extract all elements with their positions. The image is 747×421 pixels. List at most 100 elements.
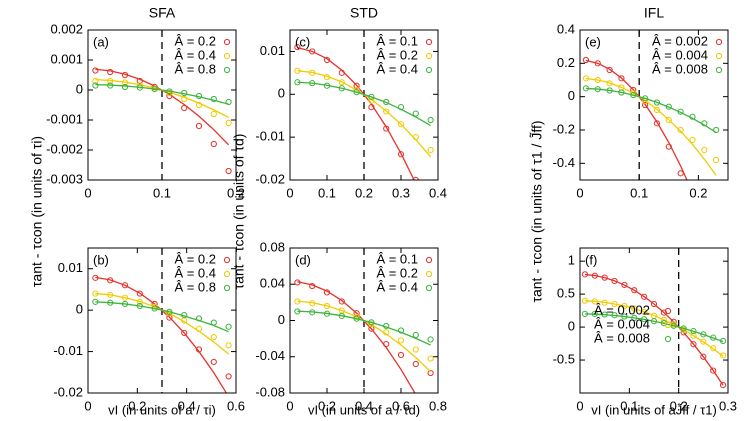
data-point (665, 143, 672, 150)
data-point (690, 332, 697, 339)
data-point (701, 120, 708, 127)
data-point (309, 48, 316, 55)
legend-marker (425, 66, 433, 74)
plot-area (294, 30, 434, 180)
data-point (107, 82, 114, 89)
data-point (338, 85, 345, 92)
data-point (195, 101, 203, 109)
data-point (594, 86, 601, 93)
legend-marker (715, 38, 723, 46)
plot-frame (289, 29, 439, 181)
x-tick-label: 0 (84, 398, 91, 413)
y-axis-label: τant - τcon (in units of τi) (29, 136, 45, 287)
x-tick-label: 0.1 (630, 185, 648, 200)
data-point (660, 309, 667, 316)
data-point (92, 290, 99, 297)
data-point (427, 146, 434, 154)
data-point (427, 355, 434, 362)
data-point (582, 85, 590, 92)
panel-label: (d) (295, 252, 311, 267)
data-point (412, 346, 419, 353)
legend-label: Â = 0.002 (652, 33, 708, 48)
panel-label: (b) (93, 252, 109, 267)
plot-area (294, 248, 434, 393)
data-point (621, 281, 628, 289)
data-point (195, 92, 203, 100)
x-tick-label: 0.6 (227, 398, 245, 413)
data-point (631, 305, 638, 312)
legend-label: Â = 0.4 (174, 47, 216, 62)
data-point (92, 82, 99, 89)
data-point (368, 104, 375, 111)
y-tick-label: 0.08 (260, 239, 285, 254)
data-point (107, 277, 114, 284)
x-tick-label: 0.2 (670, 398, 688, 413)
x-tick-label: 0.4 (178, 398, 196, 413)
y-tick-label: -0.02 (255, 171, 285, 186)
data-point (582, 75, 590, 82)
legend-marker (425, 256, 433, 264)
plot-frame (87, 247, 237, 394)
data-point (650, 300, 658, 308)
data-point (353, 315, 360, 322)
legend-label: Â = 0.1 (376, 33, 418, 48)
panel-label: (c) (295, 34, 310, 49)
data-point (181, 312, 188, 319)
data-point (181, 329, 188, 337)
data-point (412, 331, 419, 339)
legend-marker (425, 284, 433, 292)
legend-marker (223, 270, 231, 278)
x-tick-label: 0.1 (153, 185, 171, 200)
legend-marker (664, 307, 672, 315)
legend-marker (223, 284, 231, 292)
fit-curve (585, 87, 717, 134)
data-point (166, 308, 173, 315)
data-point (594, 60, 601, 67)
data-point (368, 321, 375, 328)
data-point (323, 56, 331, 64)
data-point (294, 308, 301, 315)
data-point (309, 309, 316, 316)
data-point (719, 352, 727, 359)
data-point (611, 277, 618, 285)
y-tick-label: -0.003 (46, 171, 83, 186)
data-point (582, 56, 590, 64)
data-point (353, 82, 360, 89)
y-tick-label: -0.002 (46, 141, 83, 156)
x-tick-label: 0.4 (429, 185, 447, 200)
data-point (397, 104, 405, 111)
legend-label: Â = 0.004 (652, 47, 708, 62)
data-point (581, 271, 589, 278)
y-tick-label: -0.01 (53, 343, 83, 358)
data-point (294, 279, 301, 286)
data-point (601, 311, 608, 318)
x-tick-label: 0.4 (355, 398, 373, 413)
x-axis-label: vI (in units of a / τi) (108, 402, 216, 417)
y-tick-label: -0.04 (255, 348, 285, 363)
data-point (323, 82, 331, 89)
panel-label: (f) (585, 252, 597, 267)
data-point (136, 82, 143, 89)
y-tick-label: -0.4 (553, 155, 575, 170)
data-point (210, 95, 217, 103)
data-point (427, 336, 434, 343)
y-tick-label: -0.01 (255, 129, 285, 144)
data-point (338, 312, 345, 320)
data-point (630, 91, 637, 99)
y-tick-label: 0 (278, 86, 285, 101)
data-point (225, 323, 232, 330)
y-tick-label: -0.02 (53, 384, 83, 399)
panel-title: STD (350, 5, 378, 21)
data-point (195, 315, 203, 322)
x-tick-label: 0.1 (620, 398, 638, 413)
data-point (107, 77, 114, 85)
data-point (383, 340, 390, 348)
data-point (225, 98, 232, 106)
data-point (294, 44, 301, 51)
data-point (397, 351, 405, 359)
data-point (294, 298, 301, 305)
fit-curve (584, 300, 724, 357)
legend-label: Â = 0.004 (594, 316, 650, 331)
data-point (107, 299, 114, 306)
y-tick-label: 0 (568, 88, 575, 103)
